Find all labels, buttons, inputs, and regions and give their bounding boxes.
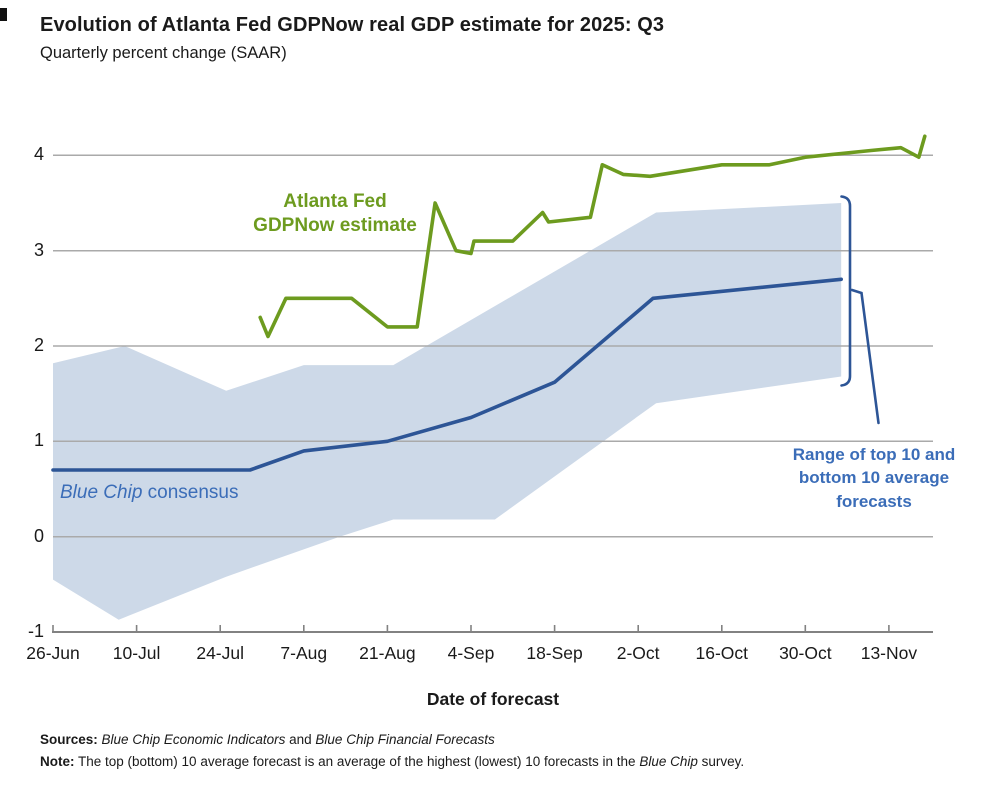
bluechip-series-label: Blue Chip consensus [60,482,239,504]
y-tick-label-2: 2 [33,335,44,355]
sources-line: Sources: Blue Chip Economic Indicators a… [40,732,970,747]
gdpnow-series-label-line1: Atlanta Fed [283,191,387,212]
note-text-2: survey. [697,754,745,769]
gdpnow-series-label-line2: GDPNow estimate [253,215,417,237]
x-tick-label-24-Jul: 24-Jul [196,643,245,663]
x-axis [52,625,933,633]
gdpnow-series-label: Atlanta Fed GDPNow estimate [240,190,430,239]
y-tick-label-1: 1 [33,430,44,451]
x-tick-label-26-Jun: 26-Jun [26,643,80,663]
x-tick-label-13-Nov: 13-Nov [860,643,918,663]
x-tick-label-4-Sep: 4-Sep [447,643,495,663]
source-2: Blue Chip Financial Forecasts [315,732,495,747]
note-text-1: The top (bottom) 10 average forecast is … [74,754,640,769]
band-area [53,203,842,620]
x-tick-label-16-Oct: 16-Oct [695,643,749,663]
note-line: Note: The top (bottom) 10 average foreca… [40,754,975,769]
data-lines [51,134,927,472]
source-1: Blue Chip Economic Indicators [101,732,286,747]
note-italic: Blue Chip [639,754,698,769]
gridlines [53,154,933,538]
y-tick-label-3: 3 [33,239,44,260]
x-tick-label-7-Aug: 7-Aug [280,643,328,663]
blue-chip-consensus-line [51,277,844,472]
x-tick-label-18-Sep: 18-Sep [526,643,583,663]
bluechip-label-italic: Blue Chip [60,482,143,503]
range-bracket [840,195,852,387]
x-tick-label-10-Jul: 10-Jul [112,643,161,663]
note-label: Note: [40,754,75,769]
y-tick-label-4: 4 [33,144,44,165]
y-tick-label--1: -1 [27,621,44,642]
x-tick-label-30-Oct: 30-Oct [779,643,832,663]
chart-subtitle: Quarterly percent change (SAAR) [40,44,287,62]
sources-label: Sources: [40,732,98,747]
forecast-range-band [53,203,842,620]
range-pointer-line [850,288,880,425]
y-tick-label-0: 0 [33,525,44,546]
x-axis-title: Date of forecast [426,689,560,709]
x-tick-label-2-Oct: 2-Oct [616,643,660,663]
x-tick-label-21-Aug: 21-Aug [359,643,416,663]
bluechip-label-regular: consensus [142,482,239,503]
source-join: and [285,732,316,747]
chart-title: Evolution of Atlanta Fed GDPNow real GDP… [40,14,665,36]
range-annotation-label: Range of top 10 and bottom 10 average fo… [792,445,956,511]
corner-mark [0,8,7,21]
atlanta-fed-gdpnow-estimate-line [258,134,927,339]
